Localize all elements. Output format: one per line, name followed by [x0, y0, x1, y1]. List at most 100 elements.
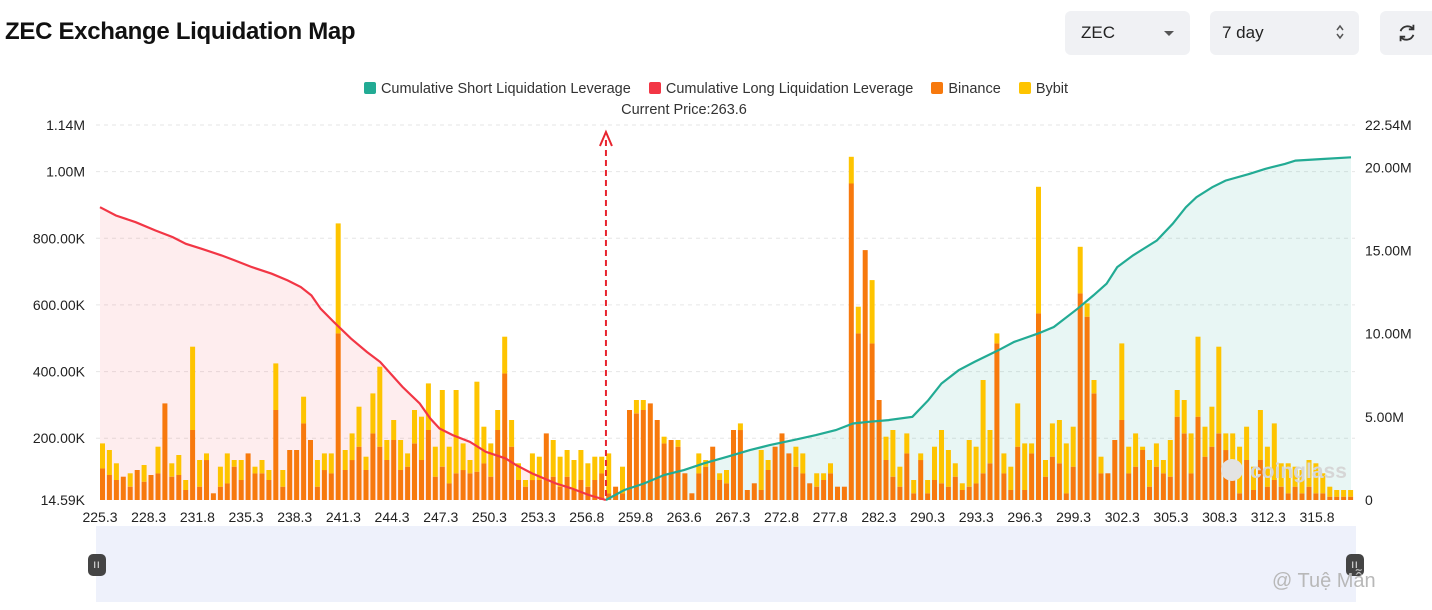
bybit-bar: [883, 436, 889, 460]
y-right-tick-label: 5.00M: [1365, 409, 1404, 425]
binance-bar: [127, 486, 133, 500]
bybit-bar: [1063, 443, 1069, 494]
binance-bar: [1251, 490, 1256, 500]
binance-bar: [779, 433, 785, 500]
binance-bar: [550, 476, 556, 500]
bybit-bar: [980, 380, 986, 474]
binance-bar: [751, 483, 757, 500]
bybit-bar: [1147, 460, 1152, 487]
x-tick-label: 290.3: [910, 509, 945, 525]
binance-bar: [210, 493, 216, 500]
bybit-bar: [113, 463, 119, 480]
binance-bar: [661, 443, 667, 500]
bybit-bar: [529, 453, 535, 481]
binance-bar: [633, 413, 639, 500]
binance-bar: [578, 480, 584, 500]
binance-bar: [1237, 493, 1243, 500]
binance-bar: [1001, 473, 1007, 500]
bybit-bar: [925, 480, 931, 494]
bybit-bar: [1098, 456, 1104, 474]
binance-bar: [155, 473, 161, 500]
binance-bar: [217, 486, 223, 500]
refresh-button[interactable]: [1380, 11, 1432, 55]
bybit-bar: [1070, 426, 1076, 467]
bybit-bar: [952, 463, 958, 477]
legend-item-binance[interactable]: Binance: [931, 81, 1001, 97]
binance-bar: [841, 486, 847, 500]
legend-item-bybit[interactable]: Bybit: [1018, 81, 1068, 97]
binance-bar: [717, 480, 723, 500]
binance-bar: [328, 473, 334, 500]
zoom-slider-track[interactable]: [96, 526, 1356, 602]
bybit-bar: [1216, 346, 1222, 434]
bybit-bar: [987, 430, 993, 464]
legend-item-short[interactable]: Cumulative Short Liquidation Leverage: [363, 81, 631, 97]
zoom-handle-left[interactable]: II: [88, 554, 106, 576]
bybit-bar: [259, 460, 265, 474]
bybit-bar: [994, 333, 1000, 344]
zoom-handle-right[interactable]: II: [1346, 554, 1364, 576]
binance-bar: [1292, 486, 1298, 500]
bybit-bar: [183, 480, 189, 490]
bybit-bar: [661, 436, 667, 444]
bybit-bar: [855, 306, 861, 334]
legend-item-long[interactable]: Cumulative Long Liquidation Leverage: [648, 81, 913, 97]
binance-bar: [592, 480, 598, 500]
y-left-tick-label: 800.00K: [33, 230, 86, 246]
bybit-bar: [620, 466, 625, 494]
symbol-select-value: ZEC: [1081, 23, 1115, 42]
binance-bar: [252, 473, 258, 500]
binance-bar: [1084, 316, 1090, 500]
binance-bar: [897, 486, 903, 500]
binance-bar: [620, 493, 625, 500]
binance-bar: [224, 483, 230, 500]
binance-bar: [973, 483, 979, 500]
y-left-tick-label: 400.00K: [33, 364, 86, 380]
binance-bar: [696, 473, 702, 500]
bybit-bar: [412, 410, 417, 444]
y-left-tick-label: 1.14M: [46, 117, 85, 133]
binance-bar: [682, 473, 688, 500]
bybit-bar: [765, 460, 771, 470]
bybit-bar: [1049, 423, 1055, 457]
bybit-bar: [578, 450, 584, 480]
long-liquidation-area: [100, 207, 606, 500]
binance-bar: [821, 480, 827, 500]
bybit-bar: [1043, 460, 1048, 477]
bybit-bar: [169, 463, 175, 477]
bybit-bar: [737, 423, 743, 431]
binance-bar: [1091, 393, 1097, 500]
binance-bar: [925, 493, 931, 500]
binance-bar: [744, 490, 750, 500]
x-tick-label: 282.3: [861, 509, 896, 525]
bybit-bar: [1160, 460, 1166, 474]
bybit-bar: [1223, 433, 1229, 451]
binance-bar: [1278, 486, 1284, 500]
binance-bar: [425, 430, 431, 500]
bybit-bar: [446, 446, 452, 484]
binance-bar: [1181, 433, 1187, 500]
time-range-select[interactable]: 7 day: [1210, 11, 1359, 55]
binance-bar: [363, 470, 369, 500]
bybit-bar: [405, 453, 411, 467]
bybit-bar: [814, 473, 820, 487]
symbol-select[interactable]: ZEC: [1065, 11, 1190, 55]
legend-label: Binance: [948, 81, 1001, 97]
x-tick-label: 293.3: [959, 509, 994, 525]
binance-bar: [675, 446, 681, 500]
binance-bar: [1140, 450, 1146, 500]
bybit-bar: [502, 336, 508, 374]
bybit-bar: [675, 440, 681, 447]
binance-bar: [800, 473, 806, 500]
binance-bar: [432, 476, 438, 500]
bybit-bar: [204, 453, 209, 461]
binance-bar: [1188, 473, 1194, 500]
binance-bar: [613, 486, 619, 500]
bybit-bar: [509, 420, 515, 447]
bybit-bar: [342, 450, 348, 470]
bybit-bar: [155, 446, 161, 474]
binance-bar: [1334, 496, 1340, 500]
bybit-bar: [252, 466, 258, 474]
bybit-bar: [696, 453, 702, 474]
bybit-bar: [280, 470, 286, 487]
